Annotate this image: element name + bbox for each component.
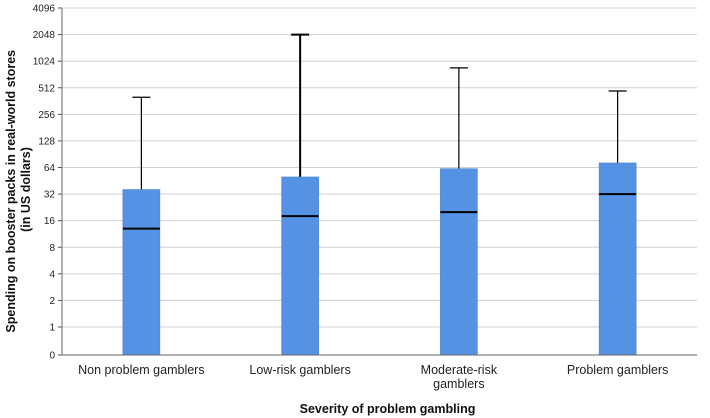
x-axis-title: Severity of problem gambling <box>300 402 476 416</box>
x-category-label-line: gamblers <box>433 377 484 391</box>
y-tick-label: 8 <box>49 243 55 254</box>
box-group <box>440 67 478 356</box>
y-tick-label: 2 <box>49 296 55 307</box>
y-tick-label: 32 <box>44 190 56 201</box>
y-axis-title-line-2: (in US dollars) <box>19 147 33 232</box>
x-axis-categories: Non problem gamblers Low-risk gamblers Mod… <box>78 363 668 391</box>
box <box>281 176 319 356</box>
box <box>440 168 478 356</box>
y-tick-label: 1 <box>49 323 55 334</box>
x-category-label: Moderate-risk gamblers <box>421 363 498 391</box>
y-tick-label: 4 <box>49 269 55 280</box>
x-category-label: Low-risk gamblers <box>249 363 350 377</box>
x-category-label-line: Non problem gamblers <box>78 363 204 377</box>
y-tick-label: 1024 <box>33 57 56 68</box>
y-tick-label: 4096 <box>33 4 56 15</box>
y-tick-label: 512 <box>38 83 55 94</box>
y-tick-label: 0 <box>49 351 55 362</box>
grid-lines <box>62 7 697 328</box>
x-category-label: Problem gamblers <box>567 363 668 377</box>
x-category-label: Non problem gamblers <box>78 363 204 377</box>
y-tick-label: 16 <box>44 216 56 227</box>
box-group <box>281 33 319 356</box>
y-tick-label: 64 <box>44 163 56 174</box>
y-axis-title: Spending on booster packs in real-world … <box>4 46 33 332</box>
y-axis-ticks: 0 1 2 4 8 16 32 64 128 256 512 1024 2048 4096 <box>33 4 62 362</box>
box <box>122 189 161 356</box>
y-tick-label: 2048 <box>33 30 56 41</box>
y-tick-label: 128 <box>38 136 55 147</box>
box-group <box>598 90 637 356</box>
x-category-label-line: Moderate-risk <box>421 363 498 377</box>
y-tick-label: 256 <box>38 110 55 121</box>
x-category-label-line: Problem gamblers <box>567 363 668 377</box>
box <box>598 162 637 356</box>
x-category-label-line: Low-risk gamblers <box>249 363 350 377</box>
box-group <box>122 96 161 356</box>
boxes <box>122 33 637 356</box>
y-axis-title-line-1: Spending on booster packs in real-world … <box>4 50 18 333</box>
